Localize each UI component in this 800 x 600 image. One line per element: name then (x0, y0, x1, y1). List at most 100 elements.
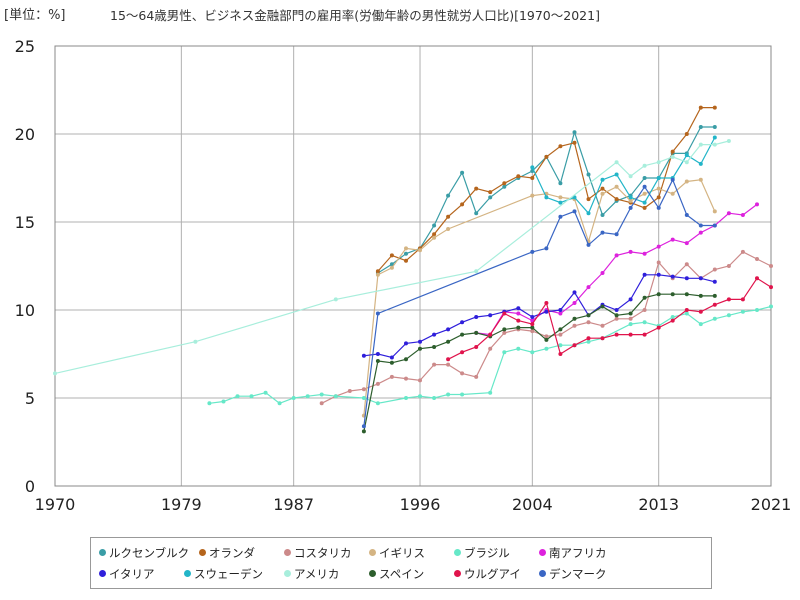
data-point (249, 394, 254, 399)
plot-frame (54, 45, 772, 487)
data-point (586, 336, 591, 341)
data-point (670, 315, 675, 319)
data-point (698, 223, 703, 228)
data-point (698, 276, 703, 281)
data-point (586, 242, 591, 247)
data-point (361, 429, 366, 434)
data-point (586, 285, 591, 290)
data-point (446, 327, 451, 332)
data-point (502, 181, 507, 186)
data-point (600, 304, 605, 309)
data-point (516, 306, 521, 311)
data-point (628, 316, 633, 321)
data-point (474, 211, 479, 216)
data-point (712, 293, 717, 298)
data-point (333, 394, 338, 399)
legend-item: ウルグアイ (454, 563, 539, 584)
x-tick-label: 1987 (273, 495, 314, 514)
legend-label: オランダ (209, 545, 255, 560)
x-tick-label: 1996 (400, 495, 441, 514)
data-point (460, 392, 465, 397)
data-point (488, 313, 493, 318)
data-point (558, 195, 563, 200)
series-2 (319, 249, 773, 406)
data-point (375, 269, 380, 274)
data-point (614, 316, 619, 321)
data-point (642, 308, 647, 312)
legend-marker (454, 549, 461, 556)
data-point (642, 184, 647, 189)
data-point (600, 230, 605, 235)
series-line (363, 274, 715, 359)
data-point (769, 264, 773, 268)
data-point (474, 315, 479, 319)
legend-item: デンマーク (539, 563, 624, 584)
y-tick-label: 5 (25, 389, 35, 408)
data-point (572, 140, 577, 145)
data-point (642, 163, 647, 168)
legend-marker (99, 549, 106, 556)
data-point (375, 401, 380, 406)
y-tick-label: 10 (15, 301, 35, 320)
data-point (769, 285, 773, 290)
x-tick-label: 2021 (751, 495, 792, 514)
data-point (726, 211, 731, 216)
data-point (530, 315, 535, 319)
data-point (460, 320, 465, 325)
data-point (642, 191, 647, 196)
legend-marker (199, 549, 206, 556)
data-point (558, 352, 563, 356)
legend-label: コスタリカ (294, 545, 352, 560)
data-point (586, 211, 591, 216)
data-point (544, 337, 549, 342)
data-point (277, 401, 282, 406)
data-point (656, 160, 661, 165)
data-point (558, 200, 563, 205)
data-point (684, 160, 689, 165)
data-point (558, 311, 563, 316)
data-point (684, 153, 689, 158)
data-point (614, 160, 619, 165)
data-point (404, 246, 408, 251)
data-point (404, 376, 408, 381)
data-point (319, 401, 324, 406)
data-point (614, 308, 619, 312)
data-point (755, 308, 759, 312)
data-point (474, 269, 479, 274)
data-point (755, 276, 759, 281)
data-point (361, 353, 366, 358)
data-point (432, 235, 437, 240)
data-point (418, 339, 422, 344)
data-point (404, 251, 408, 256)
data-point (418, 378, 422, 383)
data-point (628, 311, 633, 316)
data-point (404, 396, 408, 400)
data-point (642, 176, 647, 180)
data-point (432, 362, 437, 367)
data-point (698, 125, 703, 129)
series-8 (53, 139, 731, 376)
data-point (375, 311, 380, 316)
data-point (712, 135, 717, 140)
data-point (572, 209, 577, 214)
data-point (530, 329, 535, 334)
legend-label: イタリア (109, 566, 155, 581)
data-point (642, 320, 647, 325)
x-tick-label: 2004 (512, 495, 553, 514)
data-point (670, 274, 675, 279)
data-point (698, 105, 703, 110)
data-point (235, 394, 240, 399)
data-point (516, 174, 521, 179)
series-line (363, 178, 715, 427)
data-point (460, 170, 465, 175)
data-point (418, 346, 422, 351)
legend-item: スウェーデン (184, 563, 284, 584)
data-point (628, 249, 633, 254)
data-point (572, 290, 577, 295)
data-point (726, 264, 731, 268)
series-line (321, 251, 772, 404)
data-point (530, 193, 535, 198)
legend-label: アメリカ (294, 566, 340, 581)
data-point (614, 184, 619, 189)
legend-marker (539, 549, 546, 556)
